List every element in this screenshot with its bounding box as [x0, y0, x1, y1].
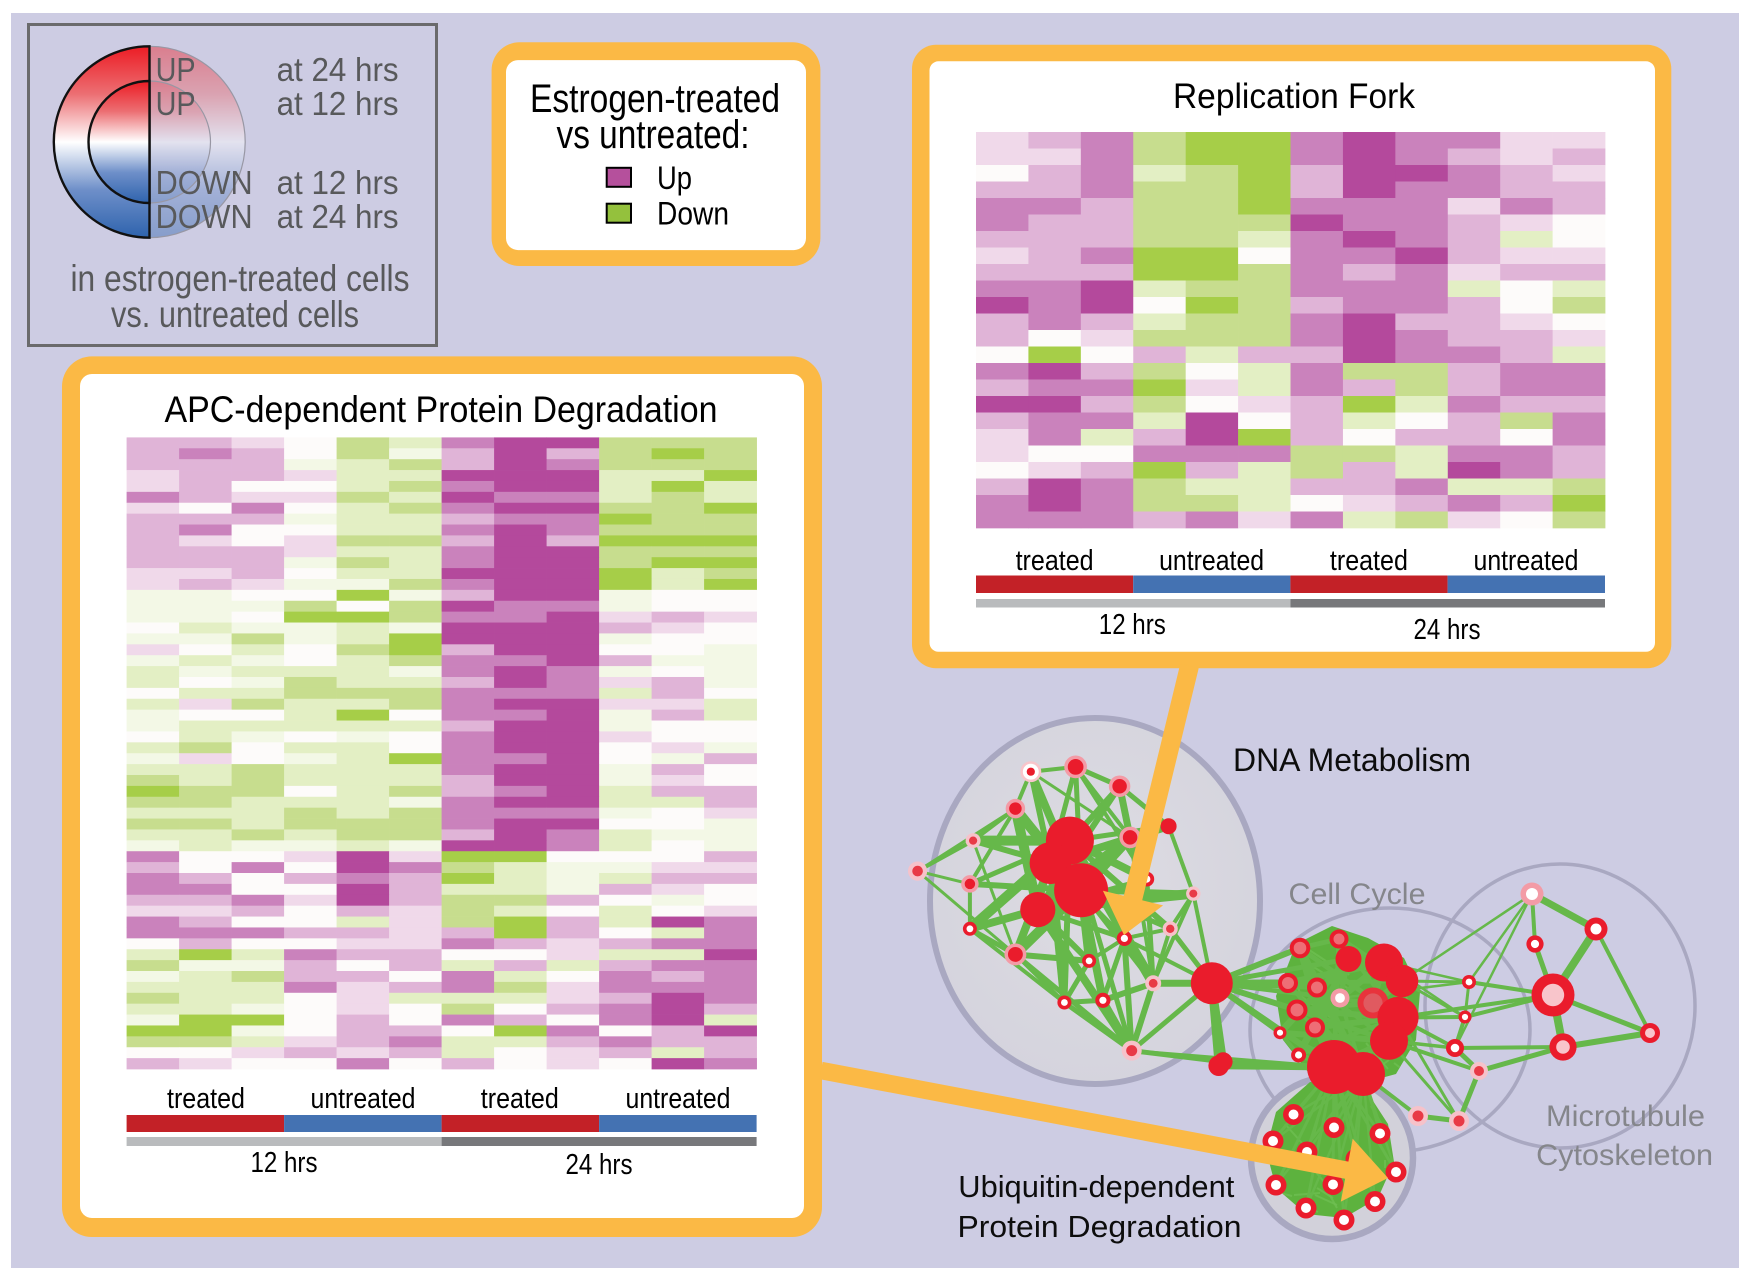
svg-text:Protein Degradation: Protein Degradation	[958, 1209, 1242, 1244]
svg-text:DOWN: DOWN	[156, 198, 253, 235]
svg-text:treated: treated	[481, 1083, 559, 1115]
svg-text:12 hrs: 12 hrs	[1099, 609, 1166, 641]
svg-text:at 24 hrs: at 24 hrs	[277, 51, 399, 88]
svg-text:treated: treated	[1016, 545, 1094, 577]
svg-text:untreated: untreated	[626, 1083, 731, 1115]
svg-text:Ubiquitin-dependent: Ubiquitin-dependent	[958, 1169, 1234, 1204]
svg-text:vs. untreated cells: vs. untreated cells	[111, 294, 359, 335]
svg-text:DNA Metabolism: DNA Metabolism	[1233, 742, 1471, 778]
svg-text:Up: Up	[657, 160, 692, 196]
svg-text:Down: Down	[657, 196, 729, 232]
svg-text:at 24 hrs: at 24 hrs	[277, 198, 399, 235]
svg-text:12 hrs: 12 hrs	[251, 1147, 318, 1179]
svg-text:in estrogen-treated cells: in estrogen-treated cells	[71, 258, 410, 299]
svg-text:Replication Fork: Replication Fork	[1173, 77, 1415, 116]
svg-text:24 hrs: 24 hrs	[566, 1149, 633, 1181]
svg-text:treated: treated	[1330, 545, 1408, 577]
svg-text:Estrogen-treated: Estrogen-treated	[530, 77, 780, 121]
svg-text:UP: UP	[156, 51, 196, 88]
svg-text:at 12 hrs: at 12 hrs	[277, 164, 399, 201]
svg-text:Cytoskeleton: Cytoskeleton	[1536, 1139, 1713, 1172]
svg-text:24 hrs: 24 hrs	[1414, 614, 1481, 646]
svg-text:at 12 hrs: at 12 hrs	[277, 85, 399, 122]
svg-text:DOWN: DOWN	[156, 164, 253, 201]
svg-text:untreated: untreated	[311, 1083, 416, 1115]
svg-text:vs untreated:: vs untreated:	[557, 113, 750, 157]
svg-text:Cell Cycle: Cell Cycle	[1289, 878, 1426, 911]
svg-text:untreated: untreated	[1159, 545, 1264, 577]
svg-text:treated: treated	[167, 1083, 245, 1115]
svg-text:UP: UP	[156, 85, 196, 122]
svg-text:APC-dependent Protein Degradat: APC-dependent Protein Degradation	[165, 389, 718, 430]
svg-text:Microtubule: Microtubule	[1546, 1100, 1705, 1133]
svg-text:untreated: untreated	[1474, 545, 1579, 577]
